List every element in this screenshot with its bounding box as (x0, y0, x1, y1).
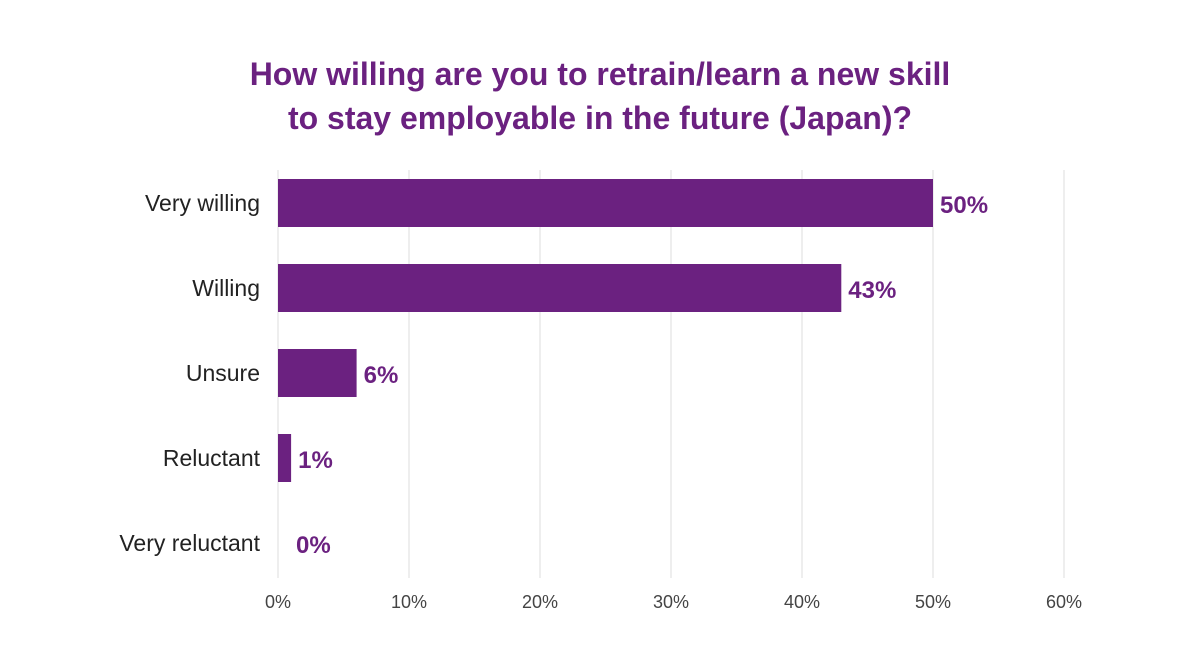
bar (278, 264, 842, 312)
label-layer: 0% 10% 20% 30% 40% 50% 60% Very willing 50% Willi… (119, 190, 1082, 612)
category-label: Unsure (186, 360, 260, 386)
x-tick-label: 20% (522, 592, 558, 612)
grid-layer (277, 170, 1065, 578)
x-tick-label: 50% (915, 592, 951, 612)
x-tick-label: 30% (653, 592, 689, 612)
bar (278, 434, 292, 482)
x-tick-label: 60% (1046, 592, 1082, 612)
bar (278, 349, 357, 397)
chart-title-line-2: to stay employable in the future (Japan)… (287, 100, 913, 136)
x-tick-label: 40% (784, 592, 820, 612)
chart-title-line-1: How willing are you to retrain/learn a n… (249, 56, 951, 92)
category-label: Very willing (145, 190, 260, 216)
data-label: 0% (296, 532, 331, 559)
x-tick-label: 10% (391, 592, 427, 612)
data-label: 50% (940, 192, 988, 219)
data-label: 6% (364, 362, 399, 389)
bar (278, 179, 933, 227)
bar-layer (278, 179, 933, 482)
category-label: Willing (192, 275, 260, 301)
chart-title: How willing are you to retrain/learn a n… (0, 52, 1200, 140)
category-label: Very reluctant (119, 530, 260, 556)
x-tick-label: 0% (265, 592, 291, 612)
data-label: 43% (848, 277, 896, 304)
data-label: 1% (298, 447, 333, 474)
category-label: Reluctant (163, 445, 261, 471)
